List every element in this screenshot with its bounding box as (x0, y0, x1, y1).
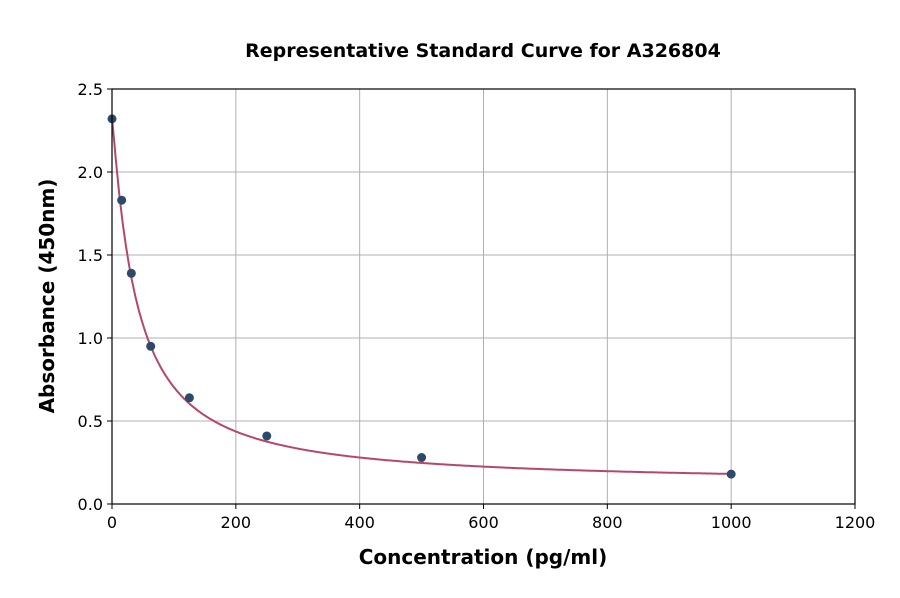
data-point (262, 431, 272, 441)
y-tick-label: 2.0 (78, 163, 103, 182)
y-axis-label: Absorbance (450nm) (35, 179, 59, 414)
x-tick-label: 800 (592, 513, 623, 532)
data-point (726, 469, 736, 479)
y-tick-label: 0.5 (78, 412, 103, 431)
y-axis-ticks: 0.0 0.5 1.0 1.5 2.0 2.5 (78, 80, 112, 514)
fit-curve (111, 117, 732, 475)
x-tick-label: 1200 (835, 513, 876, 532)
x-tick-label: 400 (344, 513, 375, 532)
y-tick-label: 1.0 (78, 329, 103, 348)
data-points (107, 114, 736, 479)
x-tick-label: 0 (107, 513, 117, 532)
fit-curve-layer (111, 117, 732, 475)
x-tick-label: 200 (221, 513, 252, 532)
grid (111, 88, 856, 505)
y-tick-label: 1.5 (78, 246, 103, 265)
chart-title: Representative Standard Curve for A32680… (245, 40, 721, 62)
data-point (117, 195, 127, 205)
data-point (146, 341, 156, 351)
x-axis-ticks: 0 200 400 600 800 1000 1200 (107, 504, 875, 532)
data-point (184, 393, 194, 403)
data-point (417, 453, 427, 463)
x-tick-label: 600 (468, 513, 499, 532)
y-tick-label: 0.0 (78, 495, 103, 514)
data-point (126, 268, 136, 278)
x-tick-label: 1000 (711, 513, 752, 532)
y-tick-label: 2.5 (78, 80, 103, 99)
x-axis-label: Concentration (pg/ml) (359, 545, 608, 569)
